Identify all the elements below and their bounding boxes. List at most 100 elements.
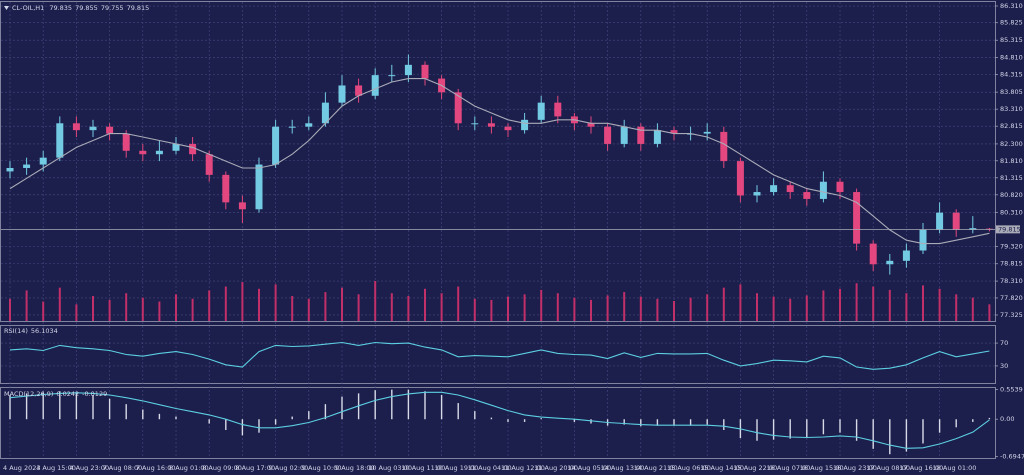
moving-average	[9, 78, 990, 245]
x-tick-label: 17 Aug 08:00	[866, 464, 910, 472]
volume-bar	[540, 289, 543, 321]
y-tick-label: 85.825	[1000, 19, 1023, 27]
volume-bar	[507, 296, 509, 321]
y-tick-label: 82.300	[1000, 140, 1023, 148]
panel-marker	[4, 6, 9, 10]
candle-body	[620, 126, 628, 144]
x-tick-label: 15 Aug 06:00	[667, 464, 711, 472]
candle-body	[554, 102, 562, 117]
candle-body	[421, 64, 429, 79]
candle-body	[23, 164, 31, 168]
x-tick-label: 11 Aug 20:00	[534, 464, 578, 472]
rsi-line	[9, 341, 990, 370]
volume-bar	[556, 293, 559, 321]
candle-body	[222, 174, 230, 203]
macd-panel	[0, 387, 996, 459]
chart-title: CL-OIL,H1 79.835 79.855 79.755 79.815	[12, 4, 149, 12]
candle-body	[56, 123, 64, 158]
signal-last: -0.0129	[82, 390, 107, 398]
volume-bar	[639, 296, 642, 321]
x-tick-label: 14 Aug 13:00	[601, 464, 645, 472]
x-tick-label: 10 Aug 19:00	[435, 464, 479, 472]
volume-bar	[25, 290, 28, 321]
main-panel	[0, 1, 996, 322]
volume-bar	[888, 289, 891, 321]
y-tick-label: 84.810	[1000, 54, 1023, 62]
y-tick-label: 78.310	[1000, 277, 1023, 285]
y-tick-label: 79.320	[1000, 242, 1023, 250]
candle-body	[388, 75, 396, 77]
x-tick-label: 8 Aug 17:00	[235, 464, 275, 472]
volume-bar	[905, 293, 908, 321]
candle-body	[753, 192, 761, 196]
volume-bar	[573, 297, 576, 321]
volume-bar	[855, 283, 858, 321]
candle-body	[504, 126, 512, 131]
y-tick-label: 85.315	[1000, 36, 1023, 44]
signal-line	[9, 391, 990, 449]
y-tick-label: 30	[1000, 362, 1008, 370]
volume-bar	[473, 298, 476, 321]
candle-body	[604, 126, 612, 144]
volume-bar	[241, 282, 244, 321]
last-close: 79.815	[127, 4, 150, 12]
volume-bar	[839, 288, 841, 321]
volume-bar	[374, 281, 377, 321]
last-high: 79.855	[75, 4, 98, 12]
volume-bar	[224, 286, 227, 321]
volume-bar	[656, 298, 659, 321]
candle-body	[487, 123, 495, 127]
x-tick-label: 10 Aug 11:00	[401, 464, 445, 472]
volume-bar	[307, 298, 310, 321]
candle-body	[371, 75, 379, 96]
candle-body	[288, 126, 296, 128]
candle-body	[89, 126, 97, 131]
volume-bar	[42, 301, 45, 321]
volume-bar	[772, 296, 775, 321]
y-tick-label: 81.315	[1000, 174, 1023, 182]
volume-bar	[274, 284, 277, 321]
rsi-title: RSI(14) 56.1034	[4, 327, 58, 335]
volume-bar	[324, 292, 327, 321]
volume-bar	[258, 288, 260, 321]
volume-bar	[722, 287, 725, 321]
x-tick-label: 17 Aug 16:00	[899, 464, 943, 472]
last-open: 79.835	[49, 4, 72, 12]
x-tick-label: 16 Aug 23:00	[833, 464, 877, 472]
x-tick-label: 4 Aug 15:00	[36, 464, 76, 472]
price-tag	[996, 225, 1020, 234]
volume-bar	[490, 299, 493, 321]
candle-body	[819, 181, 827, 199]
volume-bar	[191, 298, 194, 321]
volume-bar	[407, 296, 410, 321]
candle-body	[355, 85, 363, 96]
candle-body	[272, 126, 280, 165]
volume-bar	[9, 298, 11, 321]
volume-bar	[141, 297, 144, 321]
candle-body	[703, 131, 711, 134]
candle-body	[6, 167, 14, 172]
volume-bar	[938, 288, 941, 321]
y-tick-label: 81.810	[1000, 157, 1023, 165]
y-tick-label: 0.5539	[1000, 385, 1023, 393]
volume-bar	[988, 304, 991, 321]
volume-bar	[440, 293, 443, 321]
price-tag-label: 79.815	[998, 225, 1021, 233]
volume-bar	[706, 294, 709, 321]
x-tick-label: 15 Aug 22:00	[733, 464, 777, 472]
rsi-last: 56.1034	[31, 327, 58, 335]
volume-bar	[357, 294, 360, 321]
y-tick-label: 83.805	[1000, 88, 1023, 96]
y-tick-label: 84.315	[1000, 71, 1023, 79]
rsi-name: RSI(14)	[4, 327, 28, 335]
candle-body	[172, 143, 180, 151]
candle-body	[139, 150, 147, 155]
candle-body	[238, 202, 246, 210]
volume-bar	[590, 299, 592, 321]
candle-body	[587, 123, 595, 127]
x-tick-label: 11 Aug 04:00	[468, 464, 512, 472]
macd-last: 0.0242	[56, 390, 79, 398]
candle-body	[321, 102, 329, 124]
